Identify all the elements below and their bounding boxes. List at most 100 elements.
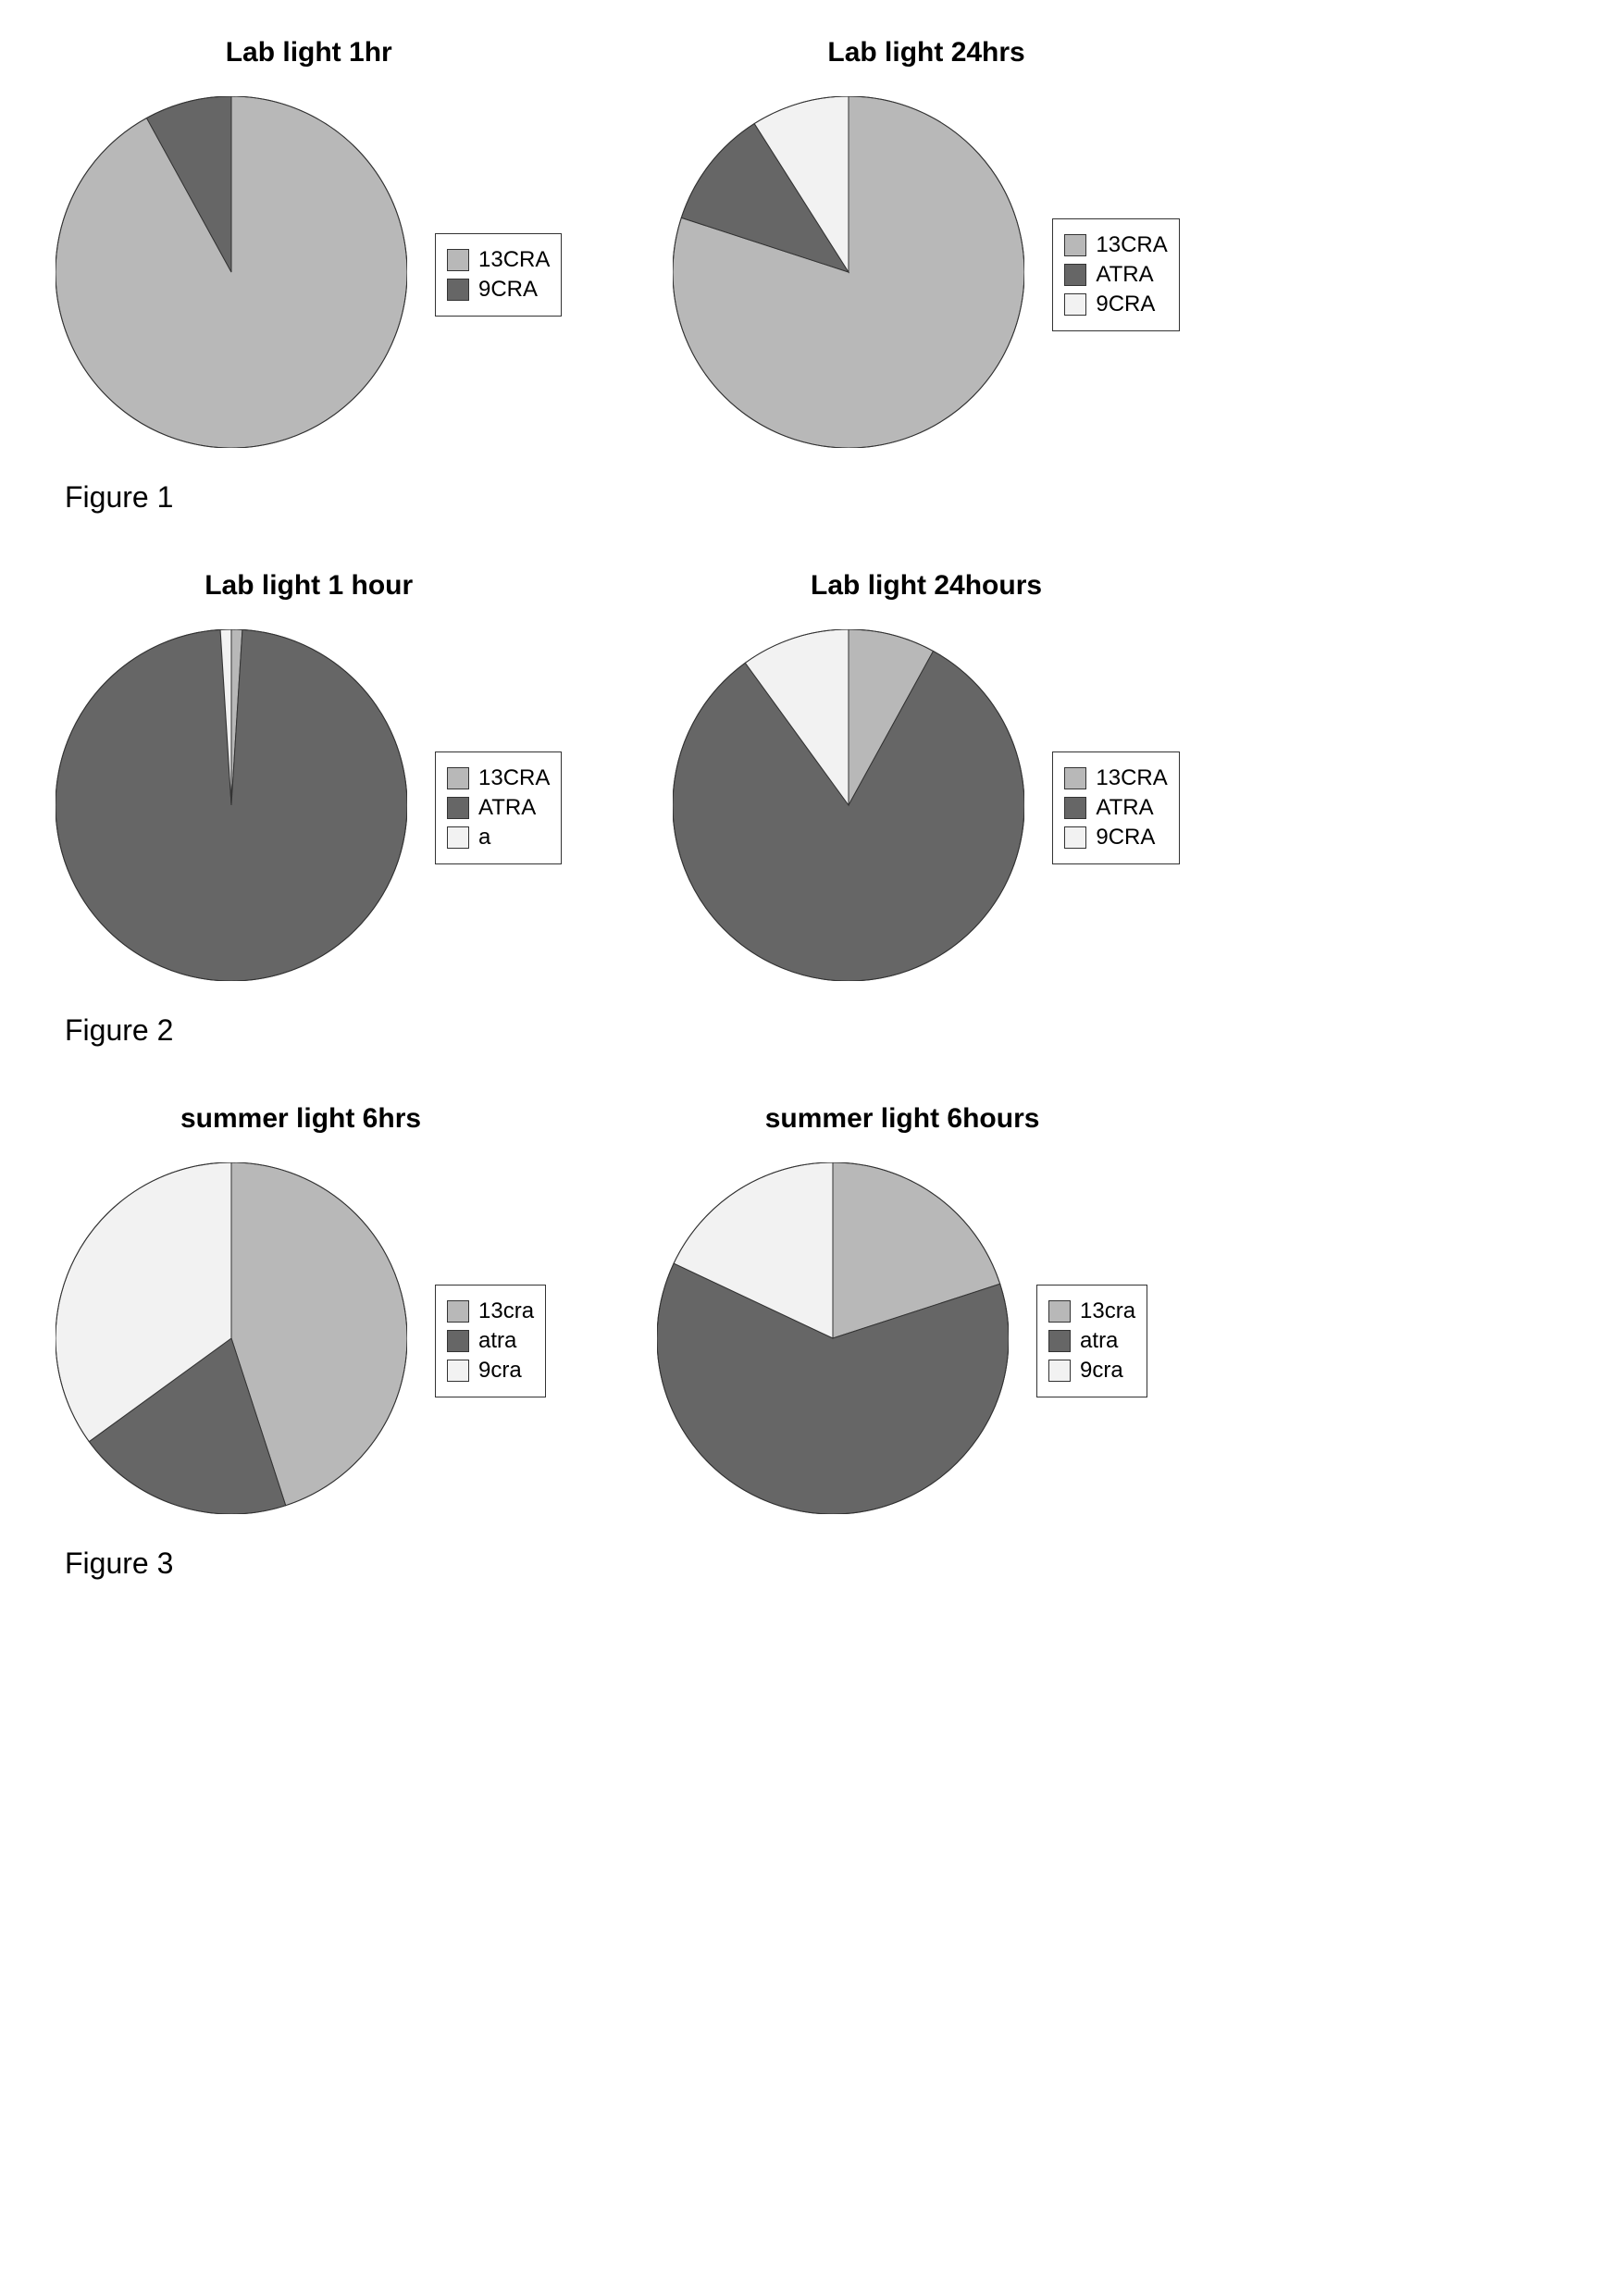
legend-item: 13CRA [447, 247, 550, 273]
legend-wrap: 13CRA ATRA 9CRA [1052, 751, 1179, 864]
legend: 13CRA 9CRA [435, 233, 562, 317]
chart-panel: Lab light 24hours 13CRA ATRA 9CRA [673, 570, 1179, 986]
chart-row: Lab light 1hr 13CRA 9CRA Lab light 24hrs… [56, 37, 1568, 453]
legend-swatch [447, 797, 469, 819]
pie-svg [56, 1162, 407, 1514]
legend-item: a [447, 825, 550, 851]
legend-wrap: 13CRA 9CRA [435, 233, 562, 317]
pie-chart [673, 629, 1024, 986]
legend-label: 9CRA [1096, 825, 1155, 851]
chart-panel: summer light 6hours 13cra atra 9cra [657, 1103, 1147, 1519]
chart-title: Lab light 1hr [226, 37, 392, 68]
figure-caption: Figure 2 [65, 1013, 1568, 1048]
legend: 13CRA ATRA a [435, 751, 562, 864]
legend-item: 9cra [447, 1358, 534, 1384]
legend-label: 9CRA [478, 277, 538, 303]
legend-label: 13cra [1080, 1298, 1135, 1324]
legend-swatch [447, 1300, 469, 1323]
legend-swatch [447, 279, 469, 301]
chart-title: Lab light 24hours [811, 570, 1042, 602]
chart-panel: summer light 6hrs 13cra atra 9cra [56, 1103, 546, 1519]
chart-body: 13CRA ATRA 9CRA [673, 629, 1179, 986]
legend-swatch [447, 1360, 469, 1382]
legend: 13CRA ATRA 9CRA [1052, 218, 1179, 331]
legend-label: 9cra [478, 1358, 522, 1384]
legend-label: ATRA [1096, 262, 1153, 288]
legend-label: atra [1080, 1328, 1118, 1354]
legend-label: ATRA [478, 795, 536, 821]
chart-panel: Lab light 24hrs 13CRA ATRA 9CRA [673, 37, 1179, 453]
legend-swatch [447, 249, 469, 271]
legend-label: ATRA [1096, 795, 1153, 821]
legend-swatch [1064, 826, 1086, 849]
chart-title: Lab light 1 hour [205, 570, 413, 602]
legend: 13CRA ATRA 9CRA [1052, 751, 1179, 864]
pie-svg [56, 96, 407, 448]
legend-item: 13cra [447, 1298, 534, 1324]
pie-svg [673, 629, 1024, 981]
legend-label: 9cra [1080, 1358, 1123, 1384]
pie-chart [56, 1162, 407, 1519]
pie-chart [673, 96, 1024, 453]
legend-label: 13cra [478, 1298, 534, 1324]
legend-item: 13CRA [1064, 765, 1167, 791]
chart-title: summer light 6hrs [180, 1103, 421, 1135]
legend-item: ATRA [1064, 795, 1167, 821]
legend-item: ATRA [1064, 262, 1167, 288]
chart-row: Lab light 1 hour 13CRA ATRA a Lab light … [56, 570, 1568, 986]
legend-item: 13CRA [1064, 232, 1167, 258]
figure-caption: Figure 1 [65, 480, 1568, 515]
legend-label: 13CRA [478, 247, 550, 273]
figures-root: Lab light 1hr 13CRA 9CRA Lab light 24hrs… [56, 37, 1568, 1581]
legend-item: 13cra [1048, 1298, 1135, 1324]
legend: 13cra atra 9cra [1036, 1285, 1147, 1397]
legend-swatch [1064, 767, 1086, 789]
pie-svg [673, 96, 1024, 448]
legend-swatch [1064, 234, 1086, 256]
legend-label: a [478, 825, 490, 851]
legend-wrap: 13cra atra 9cra [435, 1285, 546, 1397]
legend-swatch [1064, 797, 1086, 819]
figure-block: Lab light 1 hour 13CRA ATRA a Lab light … [56, 570, 1568, 1048]
figure-block: Lab light 1hr 13CRA 9CRA Lab light 24hrs… [56, 37, 1568, 515]
chart-body: 13cra atra 9cra [56, 1162, 546, 1519]
chart-body: 13cra atra 9cra [657, 1162, 1147, 1519]
legend-item: 9CRA [1064, 292, 1167, 317]
legend-item: 9CRA [447, 277, 550, 303]
chart-body: 13CRA ATRA 9CRA [673, 96, 1179, 453]
legend-swatch [447, 767, 469, 789]
legend-label: 13CRA [1096, 232, 1167, 258]
legend-item: atra [1048, 1328, 1135, 1354]
legend-item: 9cra [1048, 1358, 1135, 1384]
legend-label: 9CRA [1096, 292, 1155, 317]
chart-row: summer light 6hrs 13cra atra 9cra summer… [56, 1103, 1568, 1519]
legend-item: ATRA [447, 795, 550, 821]
chart-title: summer light 6hours [765, 1103, 1040, 1135]
legend: 13cra atra 9cra [435, 1285, 546, 1397]
chart-body: 13CRA ATRA a [56, 629, 562, 986]
chart-title: Lab light 24hrs [827, 37, 1024, 68]
legend-swatch [447, 1330, 469, 1352]
chart-body: 13CRA 9CRA [56, 96, 562, 453]
pie-svg [657, 1162, 1009, 1514]
legend-swatch [447, 826, 469, 849]
legend-wrap: 13CRA ATRA a [435, 751, 562, 864]
legend-item: atra [447, 1328, 534, 1354]
figure-caption: Figure 3 [65, 1546, 1568, 1581]
pie-svg [56, 629, 407, 981]
figure-block: summer light 6hrs 13cra atra 9cra summer… [56, 1103, 1568, 1581]
legend-swatch [1048, 1360, 1071, 1382]
legend-swatch [1064, 264, 1086, 286]
legend-item: 13CRA [447, 765, 550, 791]
chart-panel: Lab light 1 hour 13CRA ATRA a [56, 570, 562, 986]
legend-swatch [1048, 1330, 1071, 1352]
chart-panel: Lab light 1hr 13CRA 9CRA [56, 37, 562, 453]
legend-label: 13CRA [478, 765, 550, 791]
pie-chart [657, 1162, 1009, 1519]
legend-item: 9CRA [1064, 825, 1167, 851]
legend-swatch [1064, 293, 1086, 316]
pie-chart [56, 629, 407, 986]
legend-label: 13CRA [1096, 765, 1167, 791]
pie-chart [56, 96, 407, 453]
legend-label: atra [478, 1328, 516, 1354]
